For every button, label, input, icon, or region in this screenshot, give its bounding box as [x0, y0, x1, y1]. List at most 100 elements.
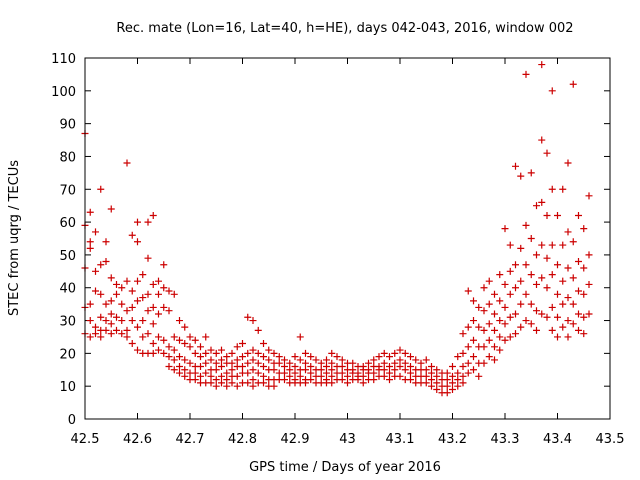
data-point-plus-marker	[155, 290, 162, 298]
data-point-plus-marker	[291, 362, 299, 370]
data-point-plus-marker	[569, 274, 577, 282]
data-point-plus-marker	[144, 330, 152, 338]
data-point-plus-marker	[575, 212, 582, 220]
data-point-plus-marker	[569, 320, 577, 328]
data-point-plus-marker	[296, 372, 304, 380]
data-point-plus-marker	[538, 274, 546, 282]
data-point-plus-marker	[569, 300, 577, 308]
data-point-plus-marker	[134, 346, 141, 354]
data-point-plus-marker	[543, 254, 551, 262]
data-point-plus-marker	[449, 362, 456, 370]
data-point-plus-marker	[176, 369, 183, 377]
data-point-plus-marker	[407, 376, 414, 384]
data-point-plus-marker	[380, 359, 388, 367]
data-point-plus-marker	[176, 317, 183, 325]
data-point-plus-marker	[506, 267, 514, 275]
data-point-plus-marker	[338, 369, 346, 377]
data-point-plus-marker	[254, 326, 262, 334]
data-point-plus-marker	[113, 290, 120, 298]
data-point-plus-marker	[564, 317, 572, 325]
data-point-plus-marker	[396, 372, 404, 380]
data-point-plus-marker	[244, 313, 252, 321]
data-point-plus-marker	[575, 287, 582, 295]
data-point-plus-marker	[323, 362, 330, 370]
data-point-plus-marker	[512, 310, 519, 318]
data-point-plus-marker	[191, 376, 199, 384]
data-point-plus-marker	[328, 349, 336, 357]
data-point-plus-marker	[344, 379, 351, 387]
data-point-plus-marker	[548, 271, 556, 279]
data-point-plus-marker	[559, 277, 567, 285]
data-point-plus-marker	[428, 369, 435, 377]
data-point-plus-marker	[186, 343, 194, 351]
data-point-plus-marker	[564, 264, 572, 272]
data-point-plus-marker	[323, 356, 330, 364]
data-point-plus-marker	[470, 297, 477, 305]
data-point-plus-marker	[155, 277, 162, 285]
data-point-plus-marker	[485, 320, 493, 328]
data-point-plus-marker	[102, 238, 110, 246]
data-point-plus-marker	[286, 359, 294, 367]
x-tick-label: 43	[339, 432, 356, 447]
x-tick-label: 42.8	[228, 432, 257, 447]
data-point-plus-marker	[396, 356, 404, 364]
data-point-plus-marker	[107, 310, 115, 318]
data-point-plus-marker	[254, 349, 262, 357]
data-point-plus-marker	[86, 244, 94, 252]
data-point-plus-marker	[328, 359, 336, 367]
data-point-plus-marker	[123, 333, 131, 341]
data-point-plus-marker	[212, 376, 220, 384]
data-point-plus-marker	[517, 300, 525, 308]
data-point-plus-marker	[296, 356, 304, 364]
data-point-plus-marker	[186, 359, 194, 367]
data-point-plus-marker	[506, 290, 514, 298]
data-point-plus-marker	[538, 241, 546, 249]
data-point-plus-marker	[149, 280, 157, 288]
data-point-plus-marker	[307, 369, 315, 377]
data-point-plus-marker	[559, 323, 567, 331]
data-point-plus-marker	[281, 376, 288, 384]
data-point-plus-marker	[197, 362, 204, 370]
data-point-plus-marker	[186, 333, 194, 341]
data-point-plus-marker	[212, 359, 220, 367]
data-point-plus-marker	[433, 372, 441, 380]
data-point-plus-marker	[233, 343, 241, 351]
data-point-plus-marker	[134, 238, 141, 246]
data-point-plus-marker	[107, 274, 115, 282]
data-point-plus-marker	[244, 369, 252, 377]
data-point-plus-marker	[401, 366, 409, 374]
data-point-plus-marker	[580, 225, 588, 233]
data-point-plus-marker	[443, 376, 451, 384]
data-point-plus-marker	[522, 317, 530, 325]
data-point-plus-marker	[123, 277, 131, 285]
data-point-plus-marker	[569, 238, 577, 246]
data-point-plus-marker	[239, 362, 246, 370]
data-point-plus-marker	[181, 366, 189, 374]
data-point-plus-marker	[480, 343, 488, 351]
data-point-plus-marker	[86, 238, 94, 246]
data-point-plus-marker	[260, 340, 267, 348]
data-point-plus-marker	[139, 294, 147, 302]
data-point-plus-marker	[328, 366, 336, 374]
data-point-plus-marker	[470, 317, 477, 325]
data-point-plus-marker	[123, 326, 131, 334]
data-point-plus-marker	[559, 241, 567, 249]
data-point-plus-marker	[370, 369, 378, 377]
data-point-plus-marker	[501, 303, 509, 311]
data-point-plus-marker	[512, 162, 519, 170]
data-point-plus-marker	[543, 313, 551, 321]
data-point-plus-marker	[270, 382, 278, 390]
data-point-plus-marker	[422, 379, 430, 387]
data-point-plus-marker	[543, 149, 551, 157]
data-point-plus-marker	[433, 385, 441, 393]
data-point-plus-marker	[585, 192, 593, 200]
data-point-plus-marker	[333, 353, 341, 361]
data-point-plus-marker	[144, 290, 152, 298]
data-point-plus-marker	[97, 313, 105, 321]
data-point-plus-marker	[249, 376, 257, 384]
y-tick-label: 70	[59, 183, 76, 198]
data-point-plus-marker	[501, 336, 509, 344]
data-point-plus-marker	[554, 313, 561, 321]
data-point-plus-marker	[118, 330, 126, 338]
